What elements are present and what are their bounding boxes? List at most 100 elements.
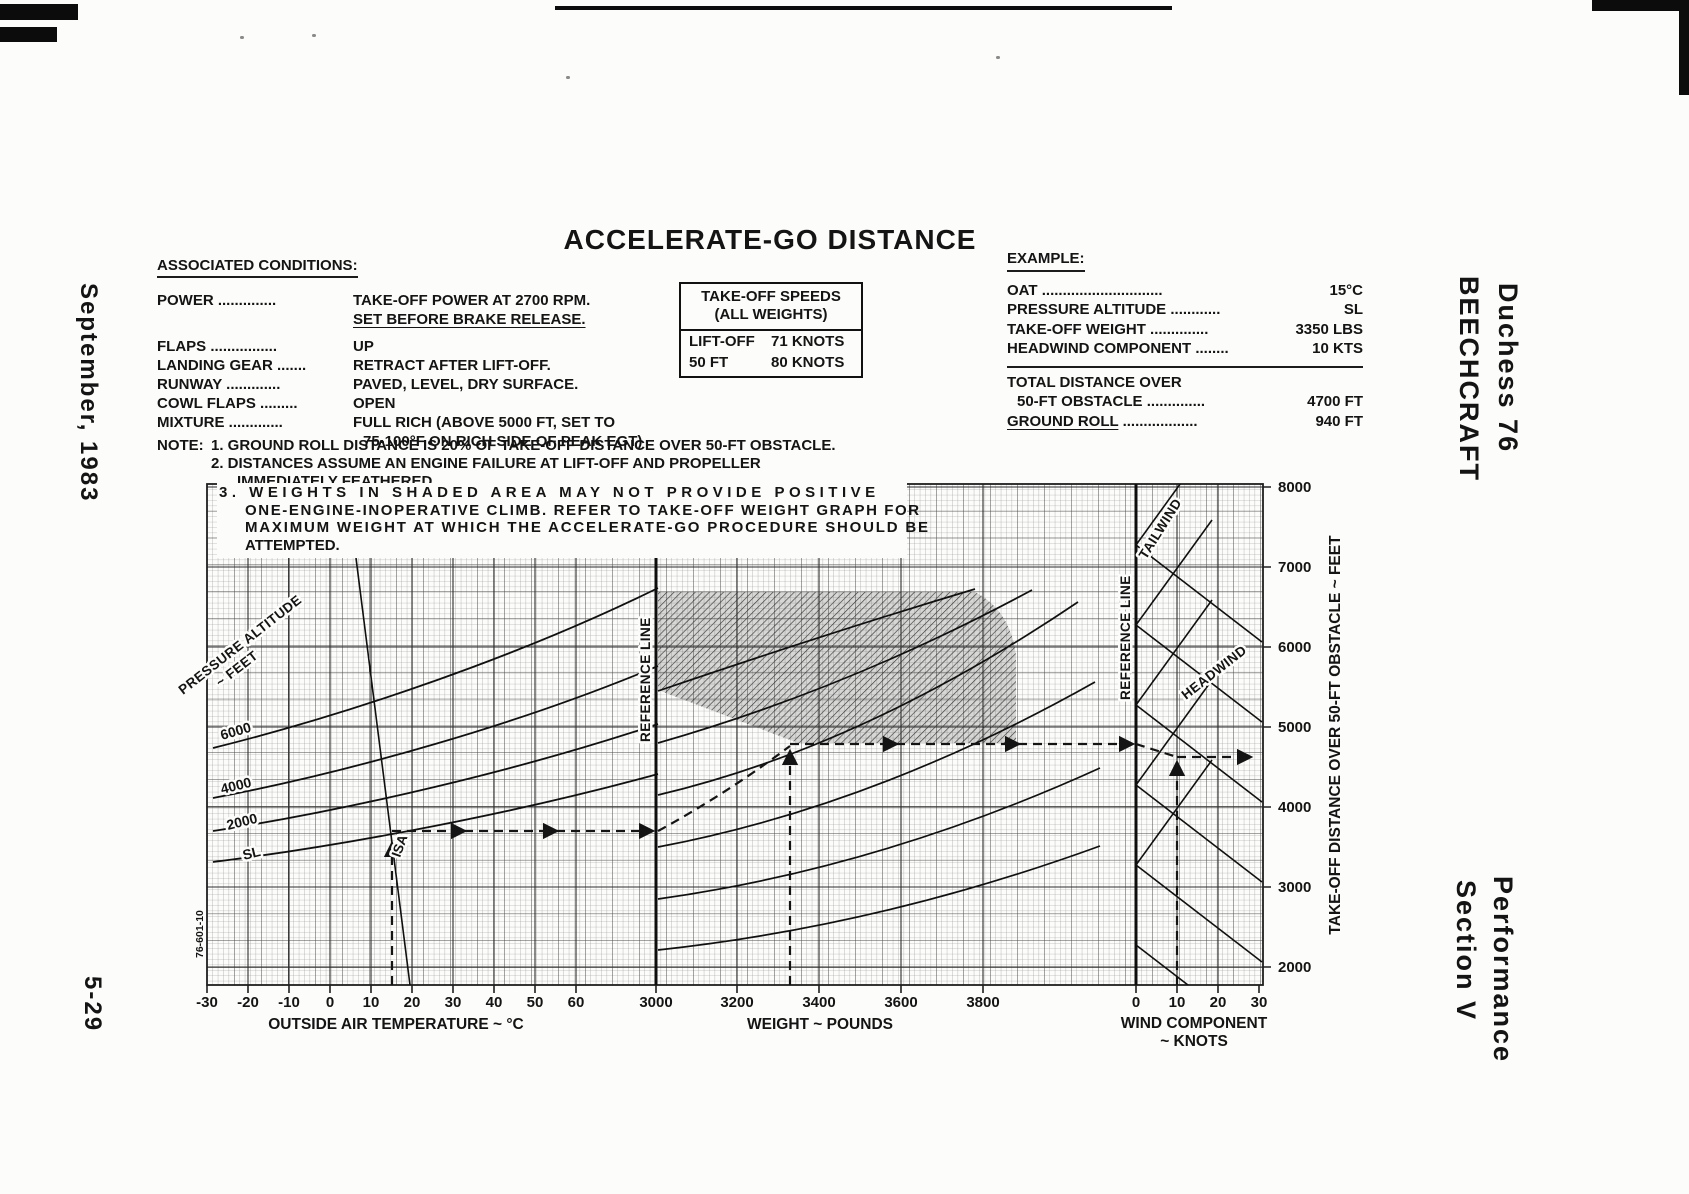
headwind-line	[1135, 864, 1263, 963]
headwind-line	[1135, 784, 1263, 883]
condition-value: UP	[353, 338, 374, 355]
y-tick: 6000	[1278, 639, 1311, 656]
speeds-label: LIFT-OFF	[689, 333, 755, 350]
example-block: EXAMPLE: OAT ...........................…	[1007, 249, 1363, 431]
example-value: 15°C	[1329, 281, 1363, 299]
condition-value: 75-100°F ON RICH SIDE OF PEAK EGT)	[363, 433, 643, 450]
example-label: OAT	[1007, 281, 1038, 299]
example-value: 4700 FT	[1307, 393, 1363, 410]
x-tick: -20	[237, 994, 259, 1011]
header-rule	[555, 6, 1172, 10]
x-tick: -30	[196, 994, 218, 1011]
x-tick: 3800	[966, 994, 999, 1011]
headwind-line	[1135, 624, 1263, 723]
note-3-line1: 3. WEIGHTS IN SHADED AREA MAY NOT PROVID…	[219, 484, 880, 501]
example-row: GROUND ROLL .................. 940 FT	[1007, 412, 1363, 432]
altitude-line-sl	[212, 773, 659, 863]
example-value: 10 KTS	[1312, 340, 1363, 357]
weight-guide-curves	[657, 588, 1101, 951]
y-axis-ticks	[1263, 486, 1271, 968]
x-tick: 60	[568, 994, 585, 1011]
tailwind-line	[1135, 599, 1213, 706]
margin-section-name: Performance	[1488, 876, 1518, 1064]
scan-artifact-top-left-2	[0, 27, 57, 42]
condition-value: SET BEFORE BRAKE RELEASE.	[353, 311, 586, 328]
note-3: 3. WEIGHTS IN SHADED AREA MAY NOT PROVID…	[217, 483, 928, 558]
condition-value: RETRACT AFTER LIFT-OFF.	[353, 357, 551, 374]
altitude-line-2000	[212, 723, 659, 832]
scan-speck	[312, 34, 316, 37]
distance-axis: 2000 3000 4000 5000 6000 7000 8000 TAKE-…	[1278, 479, 1344, 976]
tailwind-line	[1135, 519, 1213, 626]
example-total-heading: TOTAL DISTANCE OVER	[1007, 365, 1363, 393]
associated-conditions: ASSOCIATED CONDITIONS: POWER ...........…	[157, 256, 717, 451]
x-tick: 40	[486, 994, 503, 1011]
tailwind-line	[1135, 484, 1182, 546]
condition-value: FULL RICH (ABOVE 5000 FT, SET TO	[353, 414, 615, 431]
x-tick: 3000	[639, 994, 672, 1011]
condition-row: MIXTURE ............. FULL RICH (ABOVE 5…	[157, 413, 717, 432]
x-tick: 30	[1251, 994, 1268, 1011]
note-1: 1. GROUND ROLL DISTANCE IS 20% OF TAKE-O…	[211, 437, 836, 454]
x-tick: 50	[527, 994, 544, 1011]
note-3-line2: ONE-ENGINE-INOPERATIVE CLIMB. REFER TO T…	[245, 501, 921, 519]
tailwind-line	[1135, 759, 1213, 866]
scan-speck	[566, 76, 570, 79]
altitude-line-6000	[212, 587, 659, 749]
distance-axis-title: TAKE-OFF DISTANCE OVER 50-FT OBSTACLE ~ …	[1327, 535, 1344, 935]
wind-axis-title-1: WIND COMPONENT	[1121, 1015, 1268, 1032]
x-tick: 3200	[720, 994, 753, 1011]
wind-reference-line-label: REFERENCE LINE	[1118, 575, 1133, 700]
dot-leader: .............................	[1041, 281, 1163, 299]
scan-speck	[996, 56, 1000, 59]
example-trace	[383, 735, 1254, 985]
y-tick: 3000	[1278, 879, 1311, 896]
speeds-value: 80 KNOTS	[771, 354, 845, 371]
y-tick: 8000	[1278, 479, 1311, 496]
x-tick: -10	[278, 994, 300, 1011]
example-value: SL	[1343, 301, 1363, 318]
y-tick: 2000	[1278, 959, 1311, 976]
x-axis-ticks	[206, 985, 1260, 993]
wind-guide-lines	[1135, 484, 1263, 985]
headwind-line	[1135, 704, 1263, 803]
example-label: 50-FT OBSTACLE	[1017, 393, 1143, 410]
condition-row: LANDING GEAR ....... RETRACT AFTER LIFT-…	[157, 356, 717, 375]
scan-artifact-top-left-1	[0, 4, 78, 20]
condition-label: POWER ..............	[157, 292, 277, 309]
wind-axis: 0 10 20 30 WIND COMPONENT ~ KNOTS	[1121, 994, 1268, 1050]
example-label: GROUND ROLL	[1007, 412, 1119, 430]
y-tick: 5000	[1278, 719, 1311, 736]
condition-row: COWL FLAPS ......... OPEN	[157, 394, 717, 413]
example-value: 940 FT	[1315, 412, 1363, 430]
condition-value: TAKE-OFF POWER AT 2700 RPM.	[353, 292, 591, 309]
example-label: PRESSURE ALTITUDE	[1007, 301, 1167, 318]
conditions-heading: ASSOCIATED CONDITIONS:	[157, 256, 358, 278]
example-row: 50-FT OBSTACLE .............. 4700 FT	[1007, 392, 1363, 412]
x-tick: 10	[1169, 994, 1186, 1011]
dot-leader: ............	[1170, 301, 1221, 318]
scan-artifact-top-right-2	[1679, 0, 1689, 95]
wind-axis-title-2: ~ KNOTS	[1160, 1033, 1228, 1050]
example-label: HEADWIND COMPONENT	[1007, 340, 1192, 357]
condition-label: RUNWAY .............	[157, 376, 281, 393]
speeds-row: LIFT-OFF 71 KNOTS	[681, 331, 861, 352]
condition-row: 75-100°F ON RICH SIDE OF PEAK EGT)	[157, 432, 717, 451]
margin-page-number: 5-29	[79, 976, 106, 1033]
note-3-line4: ATTEMPTED.	[245, 536, 340, 554]
x-tick: 0	[326, 994, 334, 1011]
x-tick: 20	[404, 994, 421, 1011]
scan-artifact-top-right-1	[1592, 0, 1689, 11]
temperature-axis-title: OUTSIDE AIR TEMPERATURE ~ °C	[268, 1016, 524, 1033]
speeds-value: 71 KNOTS	[771, 333, 845, 350]
x-tick: 3400	[802, 994, 835, 1011]
page-title: ACCELERATE-GO DISTANCE	[563, 224, 977, 255]
takeoff-speeds-box: TAKE-OFF SPEEDS (ALL WEIGHTS) LIFT-OFF 7…	[679, 282, 863, 378]
condition-row: FLAPS ................ UP	[157, 337, 717, 356]
shaded-weight-area	[658, 592, 1016, 743]
tailwind-line	[1135, 679, 1213, 786]
margin-model: Duchess 76	[1493, 283, 1523, 454]
condition-label: FLAPS ................	[157, 338, 278, 355]
example-row: TAKE-OFF WEIGHT .............. 3350 LBS	[1007, 320, 1363, 340]
